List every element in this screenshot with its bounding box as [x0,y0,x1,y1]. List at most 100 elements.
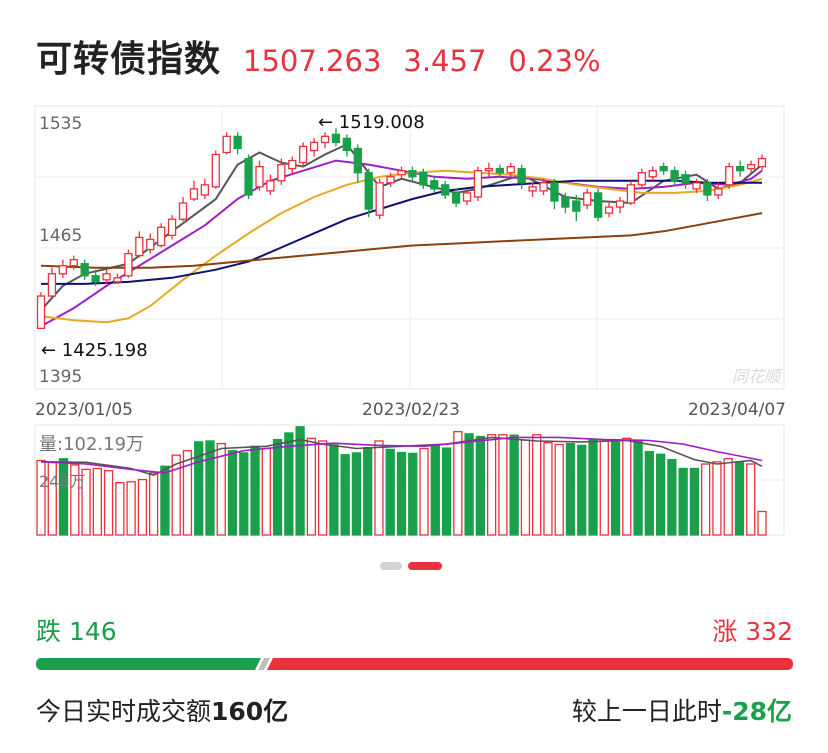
volume-bar [610,438,621,536]
volume-ma-layer [40,436,763,476]
candle-body [626,184,636,204]
candle-body [615,200,625,208]
breadth-bar [36,658,793,670]
volume-bar [126,481,136,536]
candle-body [408,170,417,178]
low-annotation: ← 1425.198 [41,340,148,361]
candle-body [364,172,373,210]
volume-bar [272,438,283,536]
volume-bar [464,433,474,536]
volume-bar [261,447,271,536]
watermark-logo: 同花顺 [732,367,783,386]
candle-body [495,168,504,174]
fall-label: 跌 [36,617,62,646]
candle-body [135,236,144,257]
candle-body [451,192,461,204]
candle-body [113,277,122,283]
ma-line-5 [40,212,763,269]
volume-bar [396,451,407,536]
volume-bar [58,458,69,536]
page-indicator[interactable] [380,562,442,570]
candle-body [244,157,253,196]
candle-body [473,170,483,198]
volume-bar [351,452,362,536]
candle-body [167,218,177,237]
candle-body [80,263,89,277]
compare-label: 较上一日此时 [571,697,722,726]
candle-body [725,165,734,186]
volume-bar [475,435,486,536]
index-price: 1507.263 [243,44,382,78]
candle-body [550,182,559,202]
candle-body [288,159,297,170]
fall-count: 跌 146 [36,612,117,648]
ma-line-2 [40,159,763,328]
volume-bar [160,465,170,536]
candle-body [375,182,384,216]
rise-label: 涨 [712,617,738,646]
fall-share-bar [36,658,261,670]
volume-bar [374,440,384,536]
turnover-label: 今日实时成交额 [36,697,212,726]
y-tick-label: 1535 [39,114,82,134]
rise-share-bar [267,658,793,670]
compare-value: -28亿 [721,697,792,726]
rise-value: 332 [745,617,793,646]
candle-body [484,168,494,172]
volume-label: 量:102.19万 [39,434,144,455]
candlestick-chart[interactable]: 1535 1465 1395 ← 1519.008 ← 1425.198 同花顺… [0,0,828,560]
volume-bar [622,437,632,536]
volume-bar [453,431,463,536]
volume-bar [633,439,643,536]
volume-bar [532,434,542,536]
volume-bar [216,442,226,536]
volume-bar [486,434,497,536]
volume-bar [554,443,564,536]
candle-body [528,186,537,192]
volume-bar [419,447,429,536]
volume-bar [92,467,102,536]
volume-bar [81,468,91,536]
candle-body [572,200,581,212]
index-change-pct: 0.23% [508,44,601,78]
candle-body [659,165,668,172]
page-dot-1[interactable] [380,562,402,570]
candle-body [386,176,395,184]
index-change: 3.457 [403,44,487,78]
header: 可转债指数 1507.263 3.457 0.23% [36,30,601,90]
volume-bar [340,454,350,536]
volume-bar [655,453,666,536]
moving-average-layer [40,143,763,328]
volume-bar [385,448,395,536]
candle-body [692,182,701,190]
volume-bar [103,470,114,536]
volume-bar [227,450,238,536]
candle-body [583,192,592,206]
volume-bar [441,447,452,536]
volume-bar [599,440,609,536]
candle-body [309,141,319,152]
volume-bar [70,464,80,536]
volume-bar [205,440,215,536]
candle-body [211,153,220,188]
candle-body [746,163,756,170]
candle-body [757,157,767,168]
candle-body [233,135,242,150]
volume-axis-label: 248万 [39,472,86,491]
candle-body [36,295,46,330]
page-dot-2-active[interactable] [408,562,442,570]
candle-body [670,170,679,182]
candle-body [419,172,428,186]
volume-bar [723,458,733,536]
volume-bar [149,472,159,536]
candle-body [604,206,614,214]
candle-body [506,165,515,174]
volume-bar [667,458,677,536]
candle-body [331,133,341,144]
turnover: 今日实时成交额160亿 [36,692,288,728]
candle-body [342,137,352,152]
ma-line-4 [41,179,762,285]
volume-bar [36,459,46,536]
candle-layer [36,128,767,330]
candle-body [637,172,646,186]
